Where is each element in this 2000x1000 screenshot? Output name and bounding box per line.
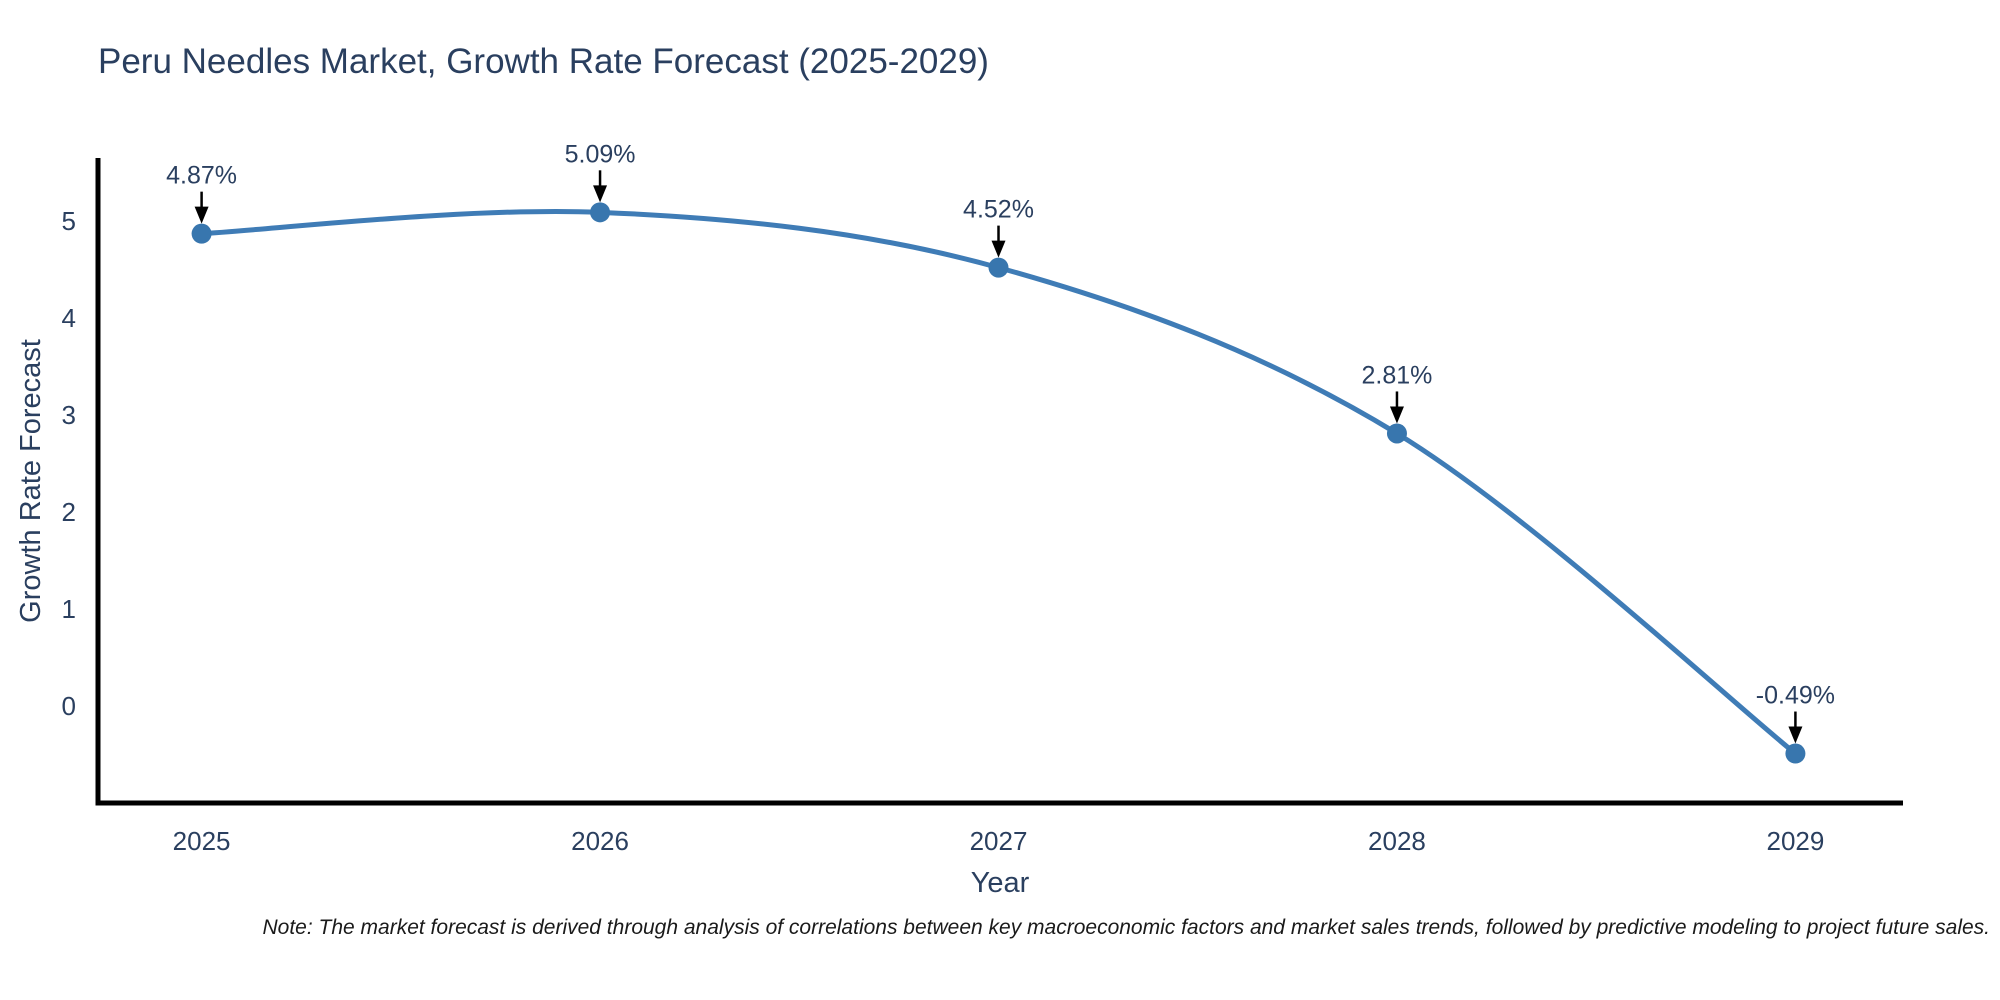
data-point-2027	[988, 257, 1009, 278]
annotation-arrow-head	[593, 185, 608, 203]
x-tick-label: 2029	[1766, 826, 1824, 856]
y-axis-title: Growth Rate Forecast	[15, 339, 47, 623]
x-tick-label: 2028	[1368, 826, 1426, 856]
annotation-arrow-head	[194, 206, 209, 224]
x-tick-label: 2027	[970, 826, 1028, 856]
point-value-label: -0.49%	[1756, 682, 1835, 710]
footnote: Note: The market forecast is derived thr…	[262, 916, 1991, 939]
data-point-2028	[1386, 423, 1407, 444]
annotation-arrow-head	[991, 240, 1006, 258]
annotation-arrow-head	[1389, 406, 1404, 424]
y-tick-label: 5	[62, 206, 76, 236]
y-tick-label: 3	[62, 400, 76, 430]
data-point-2026	[590, 202, 611, 223]
data-point-2029	[1785, 743, 1806, 764]
point-value-label: 2.81%	[1362, 361, 1433, 389]
chart-title: Peru Needles Market, Growth Rate Forecas…	[98, 42, 989, 81]
point-value-label: 4.52%	[963, 196, 1034, 224]
y-tick-label: 2	[62, 497, 76, 527]
trend-line	[199, 208, 1798, 757]
y-tick-label: 0	[62, 691, 76, 721]
plot-area: 0 1 2 3 4 5 2025 2026 2027 2028 2029 4.87% 5.09% 4.52…	[62, 140, 1903, 856]
annotation-arrow-head	[1788, 726, 1803, 744]
point-value-label: 5.09%	[565, 140, 636, 168]
data-point-2025	[191, 223, 212, 244]
x-tick-label: 2025	[173, 826, 231, 856]
y-tick-label: 4	[62, 303, 76, 333]
x-axis-title: Year	[971, 867, 1030, 899]
point-value-label: 4.87%	[166, 162, 237, 190]
y-tick-label: 1	[62, 594, 76, 624]
x-tick-label: 2026	[571, 826, 629, 856]
